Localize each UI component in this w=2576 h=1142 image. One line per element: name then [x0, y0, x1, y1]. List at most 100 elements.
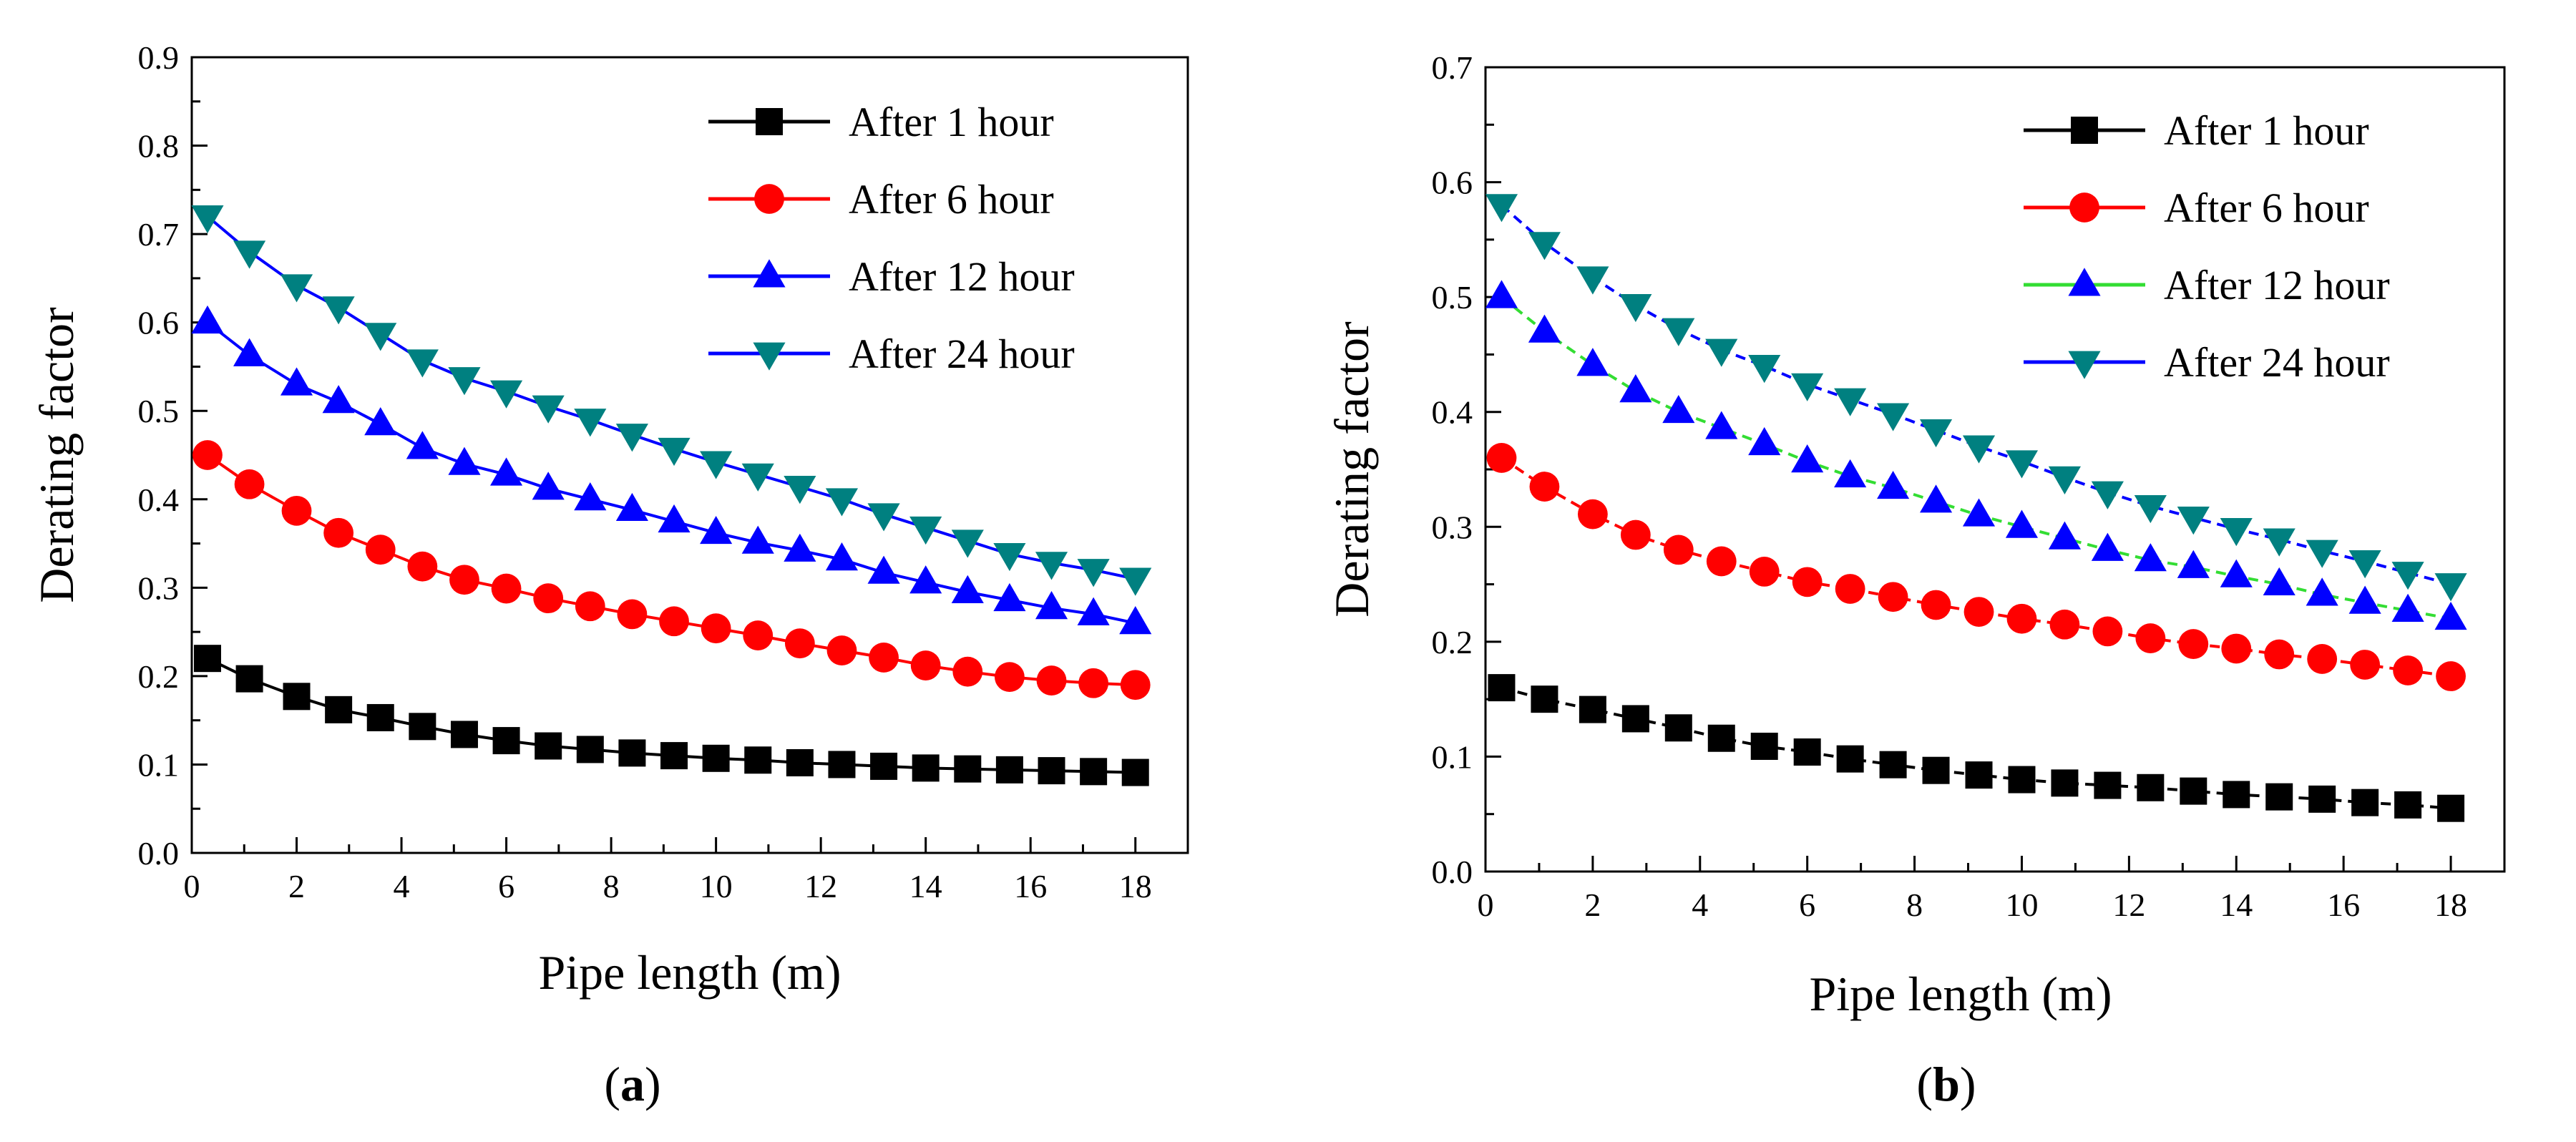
- data-point-a-1-13: [743, 620, 774, 650]
- data-point-b-2-8: [1834, 459, 1867, 488]
- data-point-b-1-21: [2393, 655, 2423, 685]
- y-tick-label-b-7: 0.7: [1432, 49, 1473, 86]
- data-point-a-0-9: [576, 736, 604, 763]
- data-point-b-1-22: [2436, 661, 2466, 691]
- data-point-b-2-13: [2048, 521, 2081, 550]
- data-point-a-3-16: [867, 503, 900, 532]
- legend-marker-b-1: [2069, 192, 2099, 223]
- data-point-a-3-12: [700, 451, 733, 479]
- data-point-a-1-20: [1036, 665, 1067, 696]
- panel-letter-a: a: [620, 1057, 645, 1111]
- data-point-a-2-8: [532, 472, 565, 500]
- data-point-b-2-15: [2134, 543, 2167, 572]
- data-point-b-2-2: [1576, 348, 1609, 376]
- data-point-b-1-14: [2092, 616, 2123, 647]
- y-tick-label-b-1: 0.1: [1432, 738, 1473, 775]
- data-point-b-1-12: [2006, 603, 2037, 634]
- data-point-b-1-20: [2350, 650, 2381, 680]
- data-point-a-1-22: [1120, 670, 1151, 701]
- legend-marker-a-3: [753, 342, 786, 371]
- data-point-b-0-22: [2437, 794, 2465, 822]
- data-point-a-0-17: [912, 754, 940, 782]
- x-tick-label-b-2: 4: [1692, 887, 1708, 923]
- legend-marker-a-1: [754, 184, 784, 214]
- data-point-a-2-14: [784, 533, 816, 562]
- chart-panel-b: 0 2 4 6 8 10 12 14 16 18 0.0 0.1 0.2 0.3 0.4 0.5 0.6 0.7 A…: [1324, 49, 2506, 1111]
- data-point-a-0-4: [366, 703, 394, 731]
- data-point-b-2-16: [2177, 550, 2210, 578]
- data-point-b-0-12: [2008, 766, 2036, 794]
- data-point-b-3-12: [2005, 450, 2039, 479]
- data-point-b-3-2: [1576, 266, 1609, 295]
- data-point-a-3-1: [233, 240, 266, 269]
- data-point-b-1-15: [2135, 623, 2166, 653]
- data-point-b-2-21: [2391, 593, 2424, 622]
- data-point-b-1-4: [1663, 535, 1694, 565]
- data-point-a-2-9: [574, 482, 607, 511]
- data-point-b-3-3: [1619, 293, 1652, 323]
- data-point-a-1-12: [701, 613, 731, 644]
- data-point-b-2-0: [1485, 280, 1518, 308]
- data-point-b-2-17: [2220, 559, 2253, 587]
- chart-panel-a: 0 2 4 6 8 10 12 14 16 18 0.0 0.1 0.2 0.3 0.4 0.5 0.6 0.7 0…: [29, 39, 1189, 1111]
- data-point-a-2-11: [658, 504, 691, 533]
- data-point-b-2-6: [1748, 426, 1781, 456]
- data-point-b-3-1: [1528, 232, 1561, 260]
- data-point-a-3-10: [615, 424, 648, 452]
- data-point-b-0-10: [1922, 756, 1950, 784]
- x-tick-label-b-6: 12: [2112, 887, 2145, 923]
- data-point-a-0-5: [409, 713, 436, 741]
- data-point-a-3-8: [532, 395, 565, 424]
- x-tick-label-b-1: 2: [1584, 887, 1601, 923]
- data-point-b-0-2: [1579, 696, 1606, 723]
- data-point-b-1-1: [1529, 472, 1560, 502]
- data-point-a-2-10: [615, 492, 648, 522]
- data-point-a-0-21: [1080, 758, 1108, 786]
- y-tick-label-a-2: 0.2: [138, 658, 180, 695]
- data-point-b-2-5: [1705, 411, 1738, 439]
- data-point-a-0-3: [325, 696, 353, 723]
- legend-marker-a-2: [753, 259, 786, 288]
- data-point-a-3-17: [909, 516, 942, 545]
- data-point-b-3-17: [2220, 518, 2253, 547]
- y-axis-title-b: Derating factor: [1324, 321, 1379, 618]
- data-point-a-1-10: [617, 599, 648, 630]
- data-point-b-1-3: [1620, 519, 1651, 550]
- data-point-b-1-0: [1486, 443, 1517, 473]
- data-point-a-3-21: [1077, 559, 1110, 587]
- x-tick-label-b-3: 6: [1799, 887, 1815, 923]
- data-point-b-0-8: [1836, 745, 1864, 773]
- x-tick-label-b-4: 8: [1906, 887, 1923, 923]
- data-point-a-3-2: [280, 274, 313, 303]
- data-point-b-2-20: [2348, 585, 2381, 614]
- data-point-a-3-13: [741, 463, 774, 492]
- x-tick-label-a-0: 0: [184, 868, 200, 904]
- y-tick-label-a-9: 0.9: [138, 39, 180, 76]
- data-point-a-2-13: [741, 525, 774, 554]
- data-point-b-2-11: [1962, 498, 1996, 527]
- x-tick-label-a-7: 14: [909, 868, 942, 904]
- legend-label-b-1: After 6 hour: [2164, 185, 2369, 231]
- data-point-a-0-11: [660, 742, 688, 770]
- data-point-a-1-15: [826, 635, 857, 665]
- data-point-a-0-0: [193, 645, 221, 673]
- data-point-b-3-14: [2091, 481, 2124, 509]
- data-point-b-0-16: [2180, 777, 2207, 805]
- data-point-a-0-7: [492, 727, 520, 755]
- x-axis-title-a: Pipe length (m): [538, 945, 841, 1000]
- data-point-b-1-5: [1706, 546, 1737, 577]
- panel-label-b: (b): [1916, 1057, 1976, 1111]
- data-point-a-1-5: [407, 551, 438, 582]
- series-line-b-1: [1501, 457, 2451, 678]
- y-tick-label-a-3: 0.3: [138, 570, 180, 606]
- y-tick-label-b-4: 0.4: [1432, 394, 1473, 431]
- data-point-a-2-4: [364, 407, 397, 436]
- data-point-a-2-0: [191, 305, 224, 334]
- data-point-b-1-8: [1835, 574, 1865, 604]
- data-point-b-2-19: [2306, 577, 2338, 606]
- data-point-b-2-1: [1528, 314, 1561, 343]
- data-point-a-3-9: [574, 409, 607, 437]
- data-point-a-2-15: [825, 542, 859, 571]
- data-point-b-0-0: [1488, 674, 1516, 702]
